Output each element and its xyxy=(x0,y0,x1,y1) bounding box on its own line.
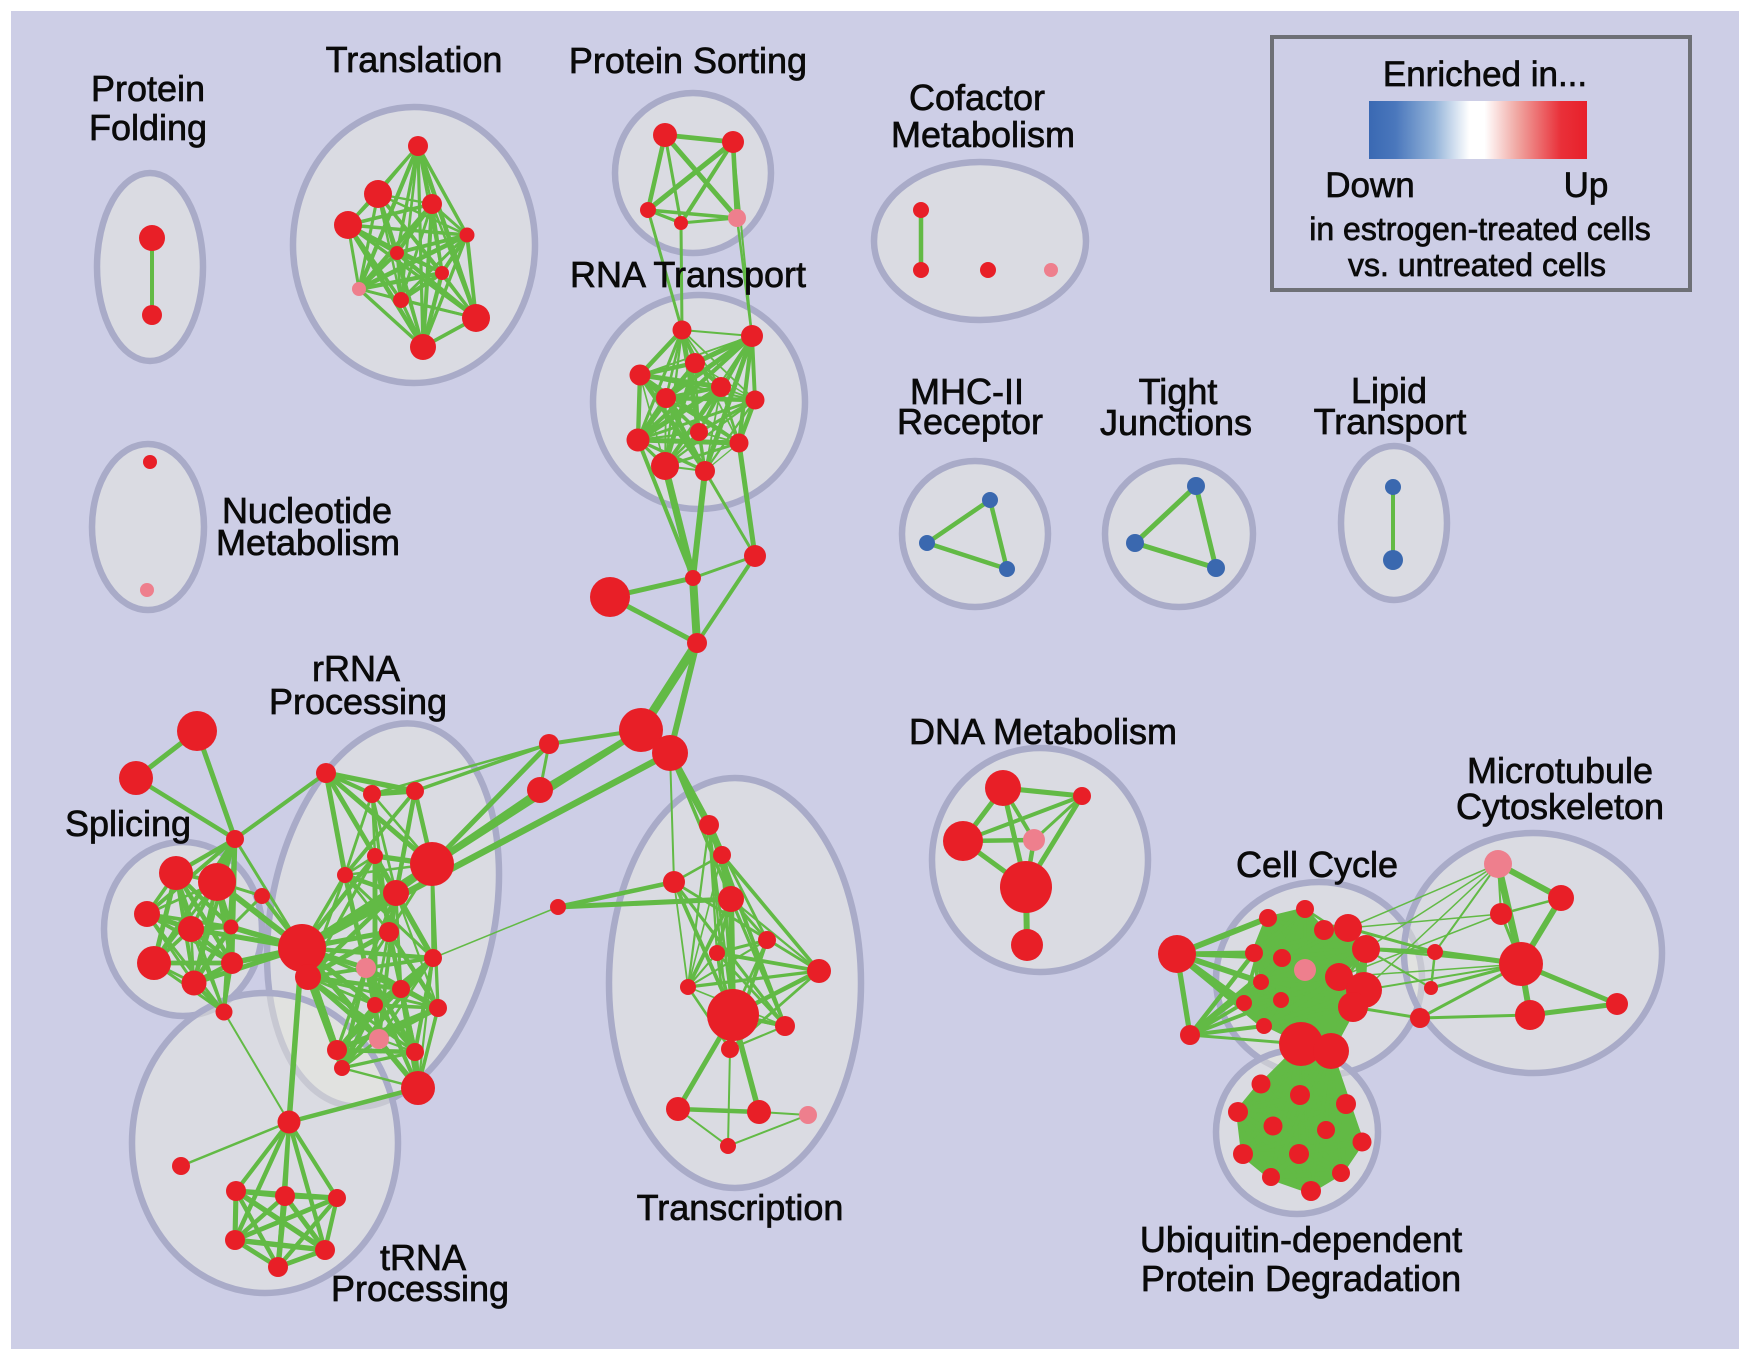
svg-text:Metabolism: Metabolism xyxy=(216,522,400,563)
svg-text:Junctions: Junctions xyxy=(1100,402,1252,443)
svg-text:Splicing: Splicing xyxy=(65,803,191,844)
svg-text:Lipid: Lipid xyxy=(1351,370,1427,411)
svg-text:Folding: Folding xyxy=(89,107,207,148)
svg-text:Metabolism: Metabolism xyxy=(891,114,1075,155)
svg-text:Nucleotide: Nucleotide xyxy=(222,490,392,531)
svg-text:Cell Cycle: Cell Cycle xyxy=(1236,844,1398,885)
svg-text:Protein Degradation: Protein Degradation xyxy=(1141,1258,1461,1299)
svg-text:Cytoskeleton: Cytoskeleton xyxy=(1456,786,1664,827)
svg-text:Enriched in...: Enriched in... xyxy=(1383,55,1587,94)
svg-text:Transcription: Transcription xyxy=(637,1187,844,1228)
svg-text:Processing: Processing xyxy=(269,681,447,722)
svg-text:Tight: Tight xyxy=(1139,371,1218,412)
svg-text:Protein Sorting: Protein Sorting xyxy=(569,40,807,81)
svg-text:Processing: Processing xyxy=(331,1268,509,1309)
svg-text:Receptor: Receptor xyxy=(897,401,1043,442)
svg-text:Ubiquitin-dependent: Ubiquitin-dependent xyxy=(1140,1219,1462,1260)
svg-text:tRNA: tRNA xyxy=(380,1237,466,1278)
svg-text:Down: Down xyxy=(1325,166,1414,205)
svg-text:RNA Transport: RNA Transport xyxy=(570,254,806,295)
svg-text:DNA Metabolism: DNA Metabolism xyxy=(909,711,1177,752)
svg-text:rRNA: rRNA xyxy=(312,648,400,689)
svg-text:Protein: Protein xyxy=(91,68,205,109)
svg-text:vs. untreated cells: vs. untreated cells xyxy=(1348,247,1606,283)
svg-text:MHC-II: MHC-II xyxy=(910,371,1024,412)
svg-text:in estrogen-treated cells: in estrogen-treated cells xyxy=(1309,211,1651,247)
svg-text:Transport: Transport xyxy=(1314,401,1467,442)
svg-text:Translation: Translation xyxy=(326,39,503,80)
svg-text:Microtubule: Microtubule xyxy=(1467,750,1653,791)
svg-text:Up: Up xyxy=(1564,166,1609,205)
svg-text:Cofactor: Cofactor xyxy=(909,77,1045,118)
